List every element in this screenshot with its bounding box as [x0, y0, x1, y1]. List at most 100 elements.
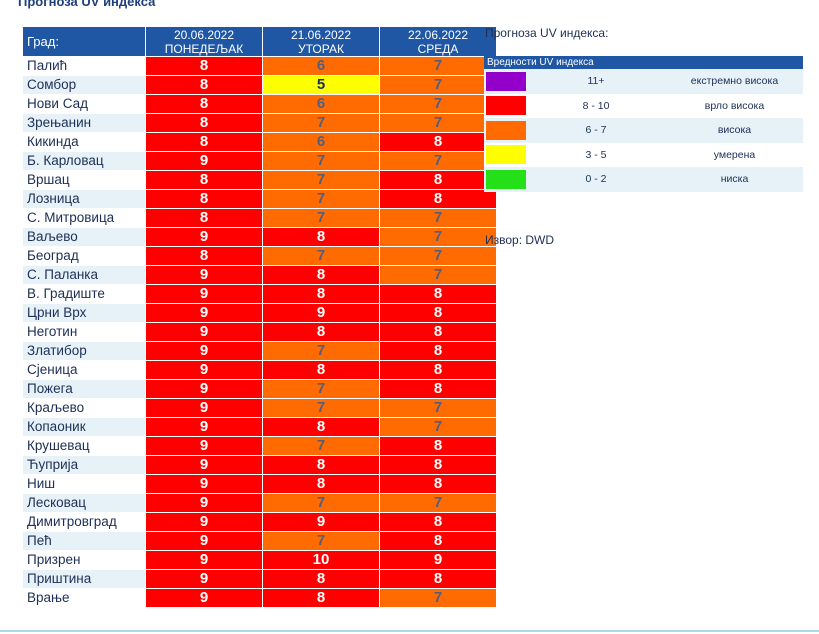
table-row: С. Митровица 8 7 7 — [22, 208, 497, 228]
uv-value-cell: 9 — [262, 512, 380, 532]
city-name: Б. Карловац — [22, 151, 146, 171]
table-row: Лозница 8 7 8 — [22, 189, 497, 209]
uv-value-cell: 8 — [145, 189, 263, 209]
uv-value-cell: 8 — [379, 531, 497, 551]
legend-item: 3 - 5 умерена — [484, 142, 803, 167]
legend-label: умерена — [713, 148, 756, 161]
legend-header: Вредности UV индекса — [484, 56, 803, 69]
uv-value-cell: 8 — [379, 132, 497, 152]
uv-value-cell: 9 — [145, 227, 263, 247]
uv-value-cell: 7 — [379, 227, 497, 247]
uv-value-cell: 8 — [262, 360, 380, 380]
uv-value-cell: 9 — [145, 341, 263, 361]
page-title: Прогноза UV индекса — [18, 0, 156, 9]
uv-value-cell: 8 — [145, 56, 263, 76]
uv-value-cell: 8 — [145, 132, 263, 152]
city-name: В. Градиште — [22, 284, 146, 304]
uv-value-cell: 9 — [145, 455, 263, 475]
uv-value-cell: 8 — [379, 303, 497, 323]
city-name: Лесковац — [22, 493, 146, 513]
table-row: Пожега 9 7 8 — [22, 379, 497, 399]
city-name: Димитровград — [22, 512, 146, 532]
city-name: Приштина — [22, 569, 146, 589]
city-name: Лозница — [22, 189, 146, 209]
uv-value-cell: 8 — [379, 436, 497, 456]
legend-range: 0 - 2 — [585, 173, 607, 186]
table-header-row: Град: 20.06.2022 ПОНЕДЕЉАК 21.06.2022 УТ… — [22, 26, 497, 57]
uv-value-cell: 7 — [379, 265, 497, 285]
city-name: Пожега — [22, 379, 146, 399]
uv-value-cell: 8 — [262, 417, 380, 437]
city-name: С. Паланка — [22, 265, 146, 285]
city-name: Зрењанин — [22, 113, 146, 133]
uv-value-cell: 9 — [145, 322, 263, 342]
legend-label: ниска — [720, 173, 749, 186]
city-name: Београд — [22, 246, 146, 266]
table-row: Б. Карловац 9 7 7 — [22, 151, 497, 171]
table-row: Призрен 9 10 9 — [22, 550, 497, 570]
day-column-header: 21.06.2022 УТОРАК — [262, 26, 380, 57]
uv-value-cell: 7 — [379, 113, 497, 133]
column-date: 20.06.2022 — [173, 27, 235, 42]
uv-value-cell: 9 — [145, 531, 263, 551]
uv-value-cell: 9 — [145, 493, 263, 513]
uv-value-cell: 7 — [262, 208, 380, 228]
city-name: Сомбор — [22, 75, 146, 95]
legend-title: Прогноза UV индекса: — [485, 26, 609, 40]
uv-value-cell: 8 — [379, 474, 497, 494]
uv-value-cell: 5 — [262, 75, 380, 95]
uv-value-cell: 8 — [262, 588, 380, 608]
uv-value-cell: 8 — [379, 455, 497, 475]
uv-value-cell: 7 — [379, 151, 497, 171]
uv-value-cell: 8 — [379, 379, 497, 399]
legend-color-swatch — [486, 169, 526, 189]
uv-value-cell: 7 — [379, 75, 497, 95]
table-row: Приштина 9 8 8 — [22, 569, 497, 589]
legend-range: 6 - 7 — [585, 124, 607, 137]
table-row: Ваљево 9 8 7 — [22, 227, 497, 247]
city-name: Сјеница — [22, 360, 146, 380]
uv-value-cell: 6 — [262, 132, 380, 152]
city-name: Палић — [22, 56, 146, 76]
uv-value-cell: 9 — [145, 303, 263, 323]
table-row: Копаоник 9 8 7 — [22, 417, 497, 437]
legend-range: 3 - 5 — [585, 148, 607, 161]
uv-value-cell: 9 — [379, 550, 497, 570]
table-row: Вршац 8 7 8 — [22, 170, 497, 190]
table-row: Кикинда 8 6 8 — [22, 132, 497, 152]
uv-value-cell: 8 — [379, 284, 497, 304]
uv-value-cell: 8 — [145, 94, 263, 114]
legend-item: 11+ екстремно висока — [484, 69, 803, 94]
table-row: Сјеница 9 8 8 — [22, 360, 497, 380]
column-date: 22.06.2022 — [407, 27, 469, 42]
uv-value-cell: 9 — [145, 265, 263, 285]
uv-value-cell: 7 — [262, 436, 380, 456]
uv-value-cell: 7 — [379, 588, 497, 608]
city-name: Црни Врх — [22, 303, 146, 323]
table-row: Ниш 9 8 8 — [22, 474, 497, 494]
city-name: Копаоник — [22, 417, 146, 437]
uv-value-cell: 8 — [262, 265, 380, 285]
uv-value-cell: 8 — [379, 170, 497, 190]
uv-value-cell: 9 — [145, 512, 263, 532]
source-note: Извор: DWD — [485, 233, 555, 247]
legend-color-swatch — [486, 120, 526, 140]
uv-value-cell: 8 — [262, 227, 380, 247]
day-column-header: 20.06.2022 ПОНЕДЕЉАК — [145, 26, 263, 57]
uv-value-cell: 9 — [145, 474, 263, 494]
legend-color-swatch — [486, 96, 526, 116]
table-row: Нови Сад 8 6 7 — [22, 94, 497, 114]
table-row: Палић 8 6 7 — [22, 56, 497, 76]
table-row: Зрењанин 8 7 7 — [22, 113, 497, 133]
uv-value-cell: 8 — [379, 512, 497, 532]
uv-value-cell: 7 — [262, 493, 380, 513]
uv-value-cell: 7 — [262, 189, 380, 209]
city-name: Врање — [22, 588, 146, 608]
legend-range: 8 - 10 — [582, 99, 610, 112]
day-column-header: 22.06.2022 СРЕДА — [379, 26, 497, 57]
city-name: Вршац — [22, 170, 146, 190]
uv-value-cell: 8 — [145, 208, 263, 228]
city-name: С. Митровица — [22, 208, 146, 228]
uv-value-cell: 8 — [379, 341, 497, 361]
table-row: Београд 8 7 7 — [22, 246, 497, 266]
